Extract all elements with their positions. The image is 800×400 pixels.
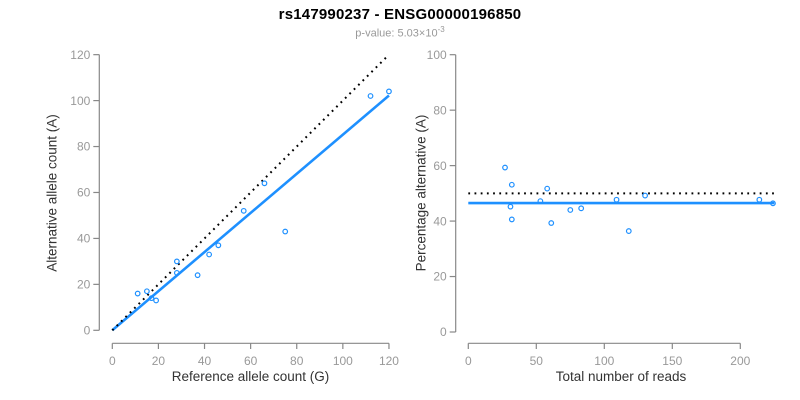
- data-point: [153, 297, 160, 304]
- x-tick-label: 40: [198, 354, 212, 368]
- y-tick-label: 40: [433, 214, 447, 228]
- x-tick-label: 0: [109, 354, 116, 368]
- y-tick-label: 80: [77, 140, 91, 154]
- data-point: [148, 295, 155, 302]
- data-point: [508, 216, 515, 223]
- x-tick-label: 120: [379, 354, 399, 368]
- right-x-axis-title: Total number of reads: [555, 369, 687, 384]
- data-point: [173, 269, 180, 276]
- y-tick-label: 20: [433, 270, 447, 284]
- y-tick-label: 60: [77, 186, 91, 200]
- data-point: [537, 198, 544, 205]
- y-tick-label: 120: [70, 48, 90, 62]
- x-tick-label: 80: [290, 354, 304, 368]
- data-point: [386, 88, 392, 95]
- data-point: [134, 290, 141, 297]
- data-point: [502, 164, 508, 171]
- left-scatter-plot: 0 20 40 60 80 100 120 0 20 40 60 80 100 120: [70, 48, 399, 368]
- y-tick-label: 100: [70, 94, 90, 108]
- x-tick-label: 50: [530, 354, 544, 368]
- data-point: [194, 272, 201, 279]
- x-tick-label: 100: [333, 354, 353, 368]
- data-point: [770, 200, 776, 207]
- y-tick-label: 80: [433, 103, 447, 117]
- y-tick-label: 60: [433, 159, 447, 173]
- y-tick-label: 0: [440, 325, 447, 339]
- x-tick-label: 0: [465, 354, 472, 368]
- data-point: [756, 196, 763, 203]
- data-point: [206, 251, 213, 258]
- x-tick-label: 100: [594, 354, 614, 368]
- data-point: [544, 185, 551, 192]
- right-scatter-plot: 0 20 40 60 80 100 0 50 100 150 200: [427, 48, 776, 368]
- data-point: [507, 203, 514, 210]
- y-tick-label: 40: [77, 232, 91, 246]
- data-point: [567, 207, 574, 213]
- data-point: [642, 192, 648, 199]
- chart-subtitle: p-value: 5.03×10-3: [0, 25, 800, 40]
- x-tick-label: 60: [244, 354, 258, 368]
- right-y-axis-title: Percentage alternative (A): [413, 114, 429, 272]
- data-point: [143, 288, 150, 295]
- data-point: [173, 258, 180, 265]
- data-point: [625, 228, 632, 234]
- x-tick-label: 20: [152, 354, 166, 368]
- data-point: [215, 242, 222, 249]
- x-tick-label: 200: [730, 354, 750, 368]
- fit-line: [111, 94, 390, 332]
- y-tick-label: 20: [77, 278, 91, 292]
- data-point: [367, 93, 374, 99]
- p-value-exponent: -3: [437, 25, 445, 34]
- data-point: [508, 181, 515, 188]
- data-point: [240, 207, 247, 214]
- identity-line: [111, 53, 390, 332]
- y-tick-label: 0: [84, 324, 91, 338]
- left-x-axis-title: Reference allele count (G): [171, 369, 330, 384]
- data-point: [578, 205, 585, 212]
- y-tick-label: 100: [427, 48, 447, 62]
- p-value-text: p-value: 5.03×10: [355, 27, 438, 40]
- data-point: [613, 196, 620, 203]
- data-point: [261, 180, 268, 187]
- chart-title: rs147990237 - ENSG00000196850: [278, 6, 522, 23]
- x-tick-label: 150: [662, 354, 682, 368]
- data-point: [548, 220, 555, 226]
- left-y-axis-title: Alternative allele count (A): [44, 114, 60, 272]
- data-point: [282, 228, 289, 235]
